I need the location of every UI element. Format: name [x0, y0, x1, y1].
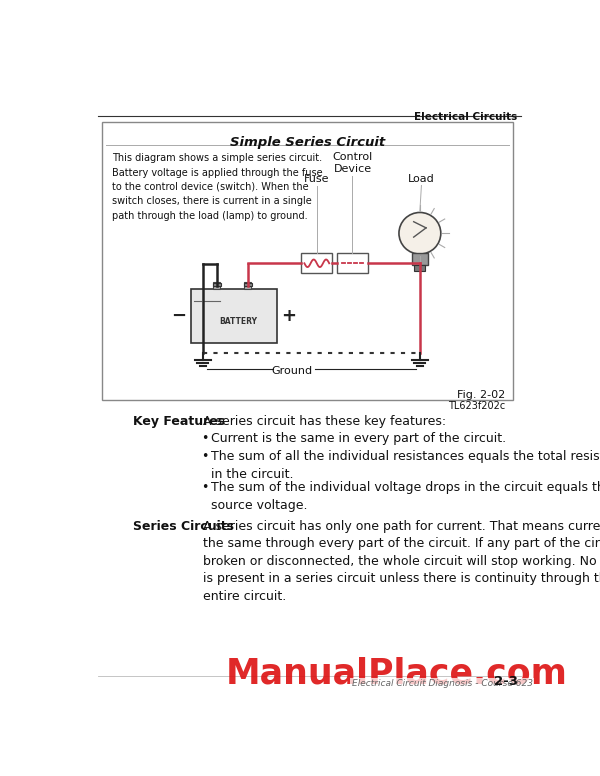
Text: Control
Device: Control Device [332, 151, 373, 174]
Text: Electrical Circuit Diagnosis - Course 623: Electrical Circuit Diagnosis - Course 62… [352, 679, 533, 688]
Bar [415, 265, 425, 271]
Bar [244, 283, 252, 286]
Bar [212, 283, 221, 286]
Text: Current is the same in every part of the circuit.: Current is the same in every part of the… [211, 432, 506, 445]
Bar [214, 282, 220, 289]
Bar [244, 282, 251, 289]
Text: Ground: Ground [271, 366, 313, 376]
Text: •: • [202, 450, 209, 463]
Text: The sum of the individual voltage drops in the circuit equals the
source voltage: The sum of the individual voltage drops … [211, 481, 600, 511]
Text: A series circuit has only one path for current. That means current is
the same t: A series circuit has only one path for c… [203, 520, 600, 603]
Bar [301, 253, 332, 273]
Text: •: • [202, 481, 209, 494]
Text: Key Features: Key Features [133, 415, 225, 428]
Circle shape [399, 213, 441, 254]
Text: BATTERY: BATTERY [219, 317, 257, 327]
Text: Electrical Circuits: Electrical Circuits [413, 112, 517, 122]
Text: Simple Series Circuit: Simple Series Circuit [230, 137, 385, 149]
Text: Fuse: Fuse [304, 174, 329, 184]
Text: −: − [171, 307, 187, 325]
Bar [412, 252, 428, 265]
Bar [191, 289, 277, 343]
Text: This diagram shows a simple series circuit.
Battery voltage is applied through t: This diagram shows a simple series circu… [112, 153, 323, 221]
Text: •: • [202, 432, 209, 445]
Text: The sum of all the individual resistances equals the total resistance
in the cir: The sum of all the individual resistance… [211, 450, 600, 481]
Text: +: + [281, 307, 296, 325]
Text: A series circuit has these key features:: A series circuit has these key features: [203, 415, 446, 428]
Text: TL623f202c: TL623f202c [448, 401, 505, 411]
Text: ManualPlace.com: ManualPlace.com [226, 656, 568, 691]
Text: Load: Load [408, 174, 435, 184]
Text: Fig. 2-02: Fig. 2-02 [457, 390, 505, 400]
Text: Series Circuits: Series Circuits [133, 520, 234, 532]
Bar [337, 253, 368, 273]
Text: 2-3: 2-3 [494, 675, 518, 688]
Bar [102, 123, 513, 400]
